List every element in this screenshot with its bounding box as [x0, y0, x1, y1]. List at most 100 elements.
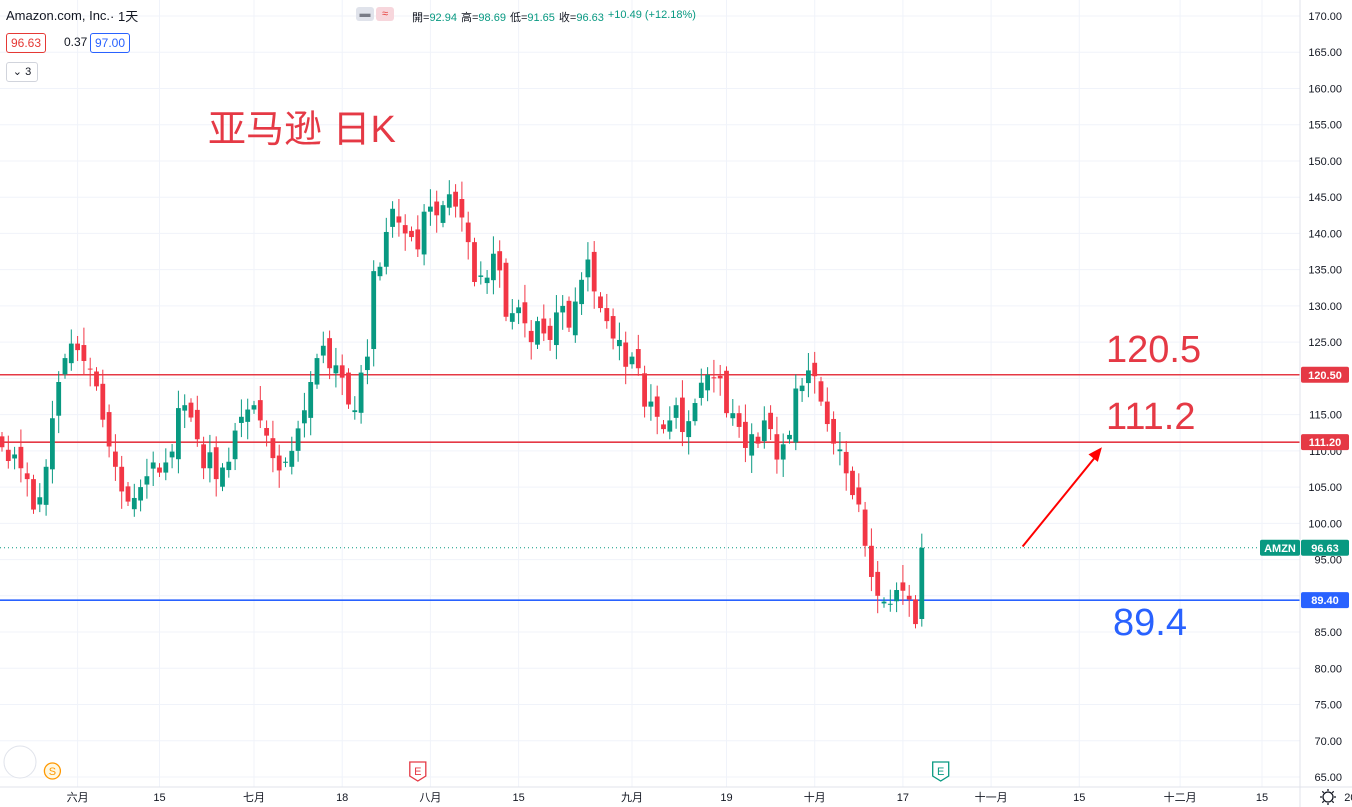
spread-value: 0.37 [64, 35, 88, 49]
candle-body [661, 424, 666, 430]
price-tick-label: 95.00 [1314, 555, 1342, 567]
candle-body [43, 466, 49, 505]
candle-body [648, 401, 654, 407]
symbol-name: Amazon.com, Inc. [6, 8, 111, 23]
time-tick-label: 18 [336, 792, 348, 804]
candle-body [182, 405, 188, 411]
candle-body [497, 251, 503, 271]
ohlc-open: 開=92.94 [412, 12, 457, 24]
earnings-event-icon [932, 761, 950, 782]
ask-price-button[interactable]: 97.00 [90, 33, 131, 53]
level-price-tag [1301, 434, 1349, 451]
level-note-label[interactable]: 111.2 [1106, 396, 1196, 439]
candle-body [232, 430, 238, 460]
candle-body [686, 421, 692, 438]
candle-body [377, 266, 383, 277]
candle-body [169, 451, 175, 458]
scroll-circle[interactable] [3, 745, 37, 779]
candle-body [428, 206, 433, 212]
candle-body [812, 362, 818, 377]
candle-body [654, 396, 660, 417]
candle-body [572, 301, 578, 336]
split-event-icon [43, 762, 62, 780]
candle-body [50, 418, 55, 470]
candle-body [106, 412, 112, 447]
candle-body [87, 368, 93, 370]
candle-body [730, 413, 736, 419]
price-tick-label: 85.00 [1314, 627, 1342, 639]
candle-body [522, 302, 528, 324]
candle-body [245, 409, 251, 422]
price-tick-label: 125.00 [1308, 337, 1342, 349]
candle-body [81, 345, 87, 361]
price-tick-label: 140.00 [1308, 228, 1342, 240]
candle-body [623, 342, 629, 367]
price-tick-label: 105.00 [1308, 482, 1342, 494]
price-axis[interactable]: 65.0070.0075.0080.0085.0090.0095.00100.0… [1299, 0, 1342, 807]
candle-body [711, 377, 717, 379]
bid-price-button[interactable]: 96.63 [6, 33, 47, 53]
level-note-label[interactable]: 120.5 [1106, 328, 1202, 371]
ohlc-legend: 開=92.94 高=98.69 低=91.65 收=96.63 +10.49 (… [412, 9, 696, 25]
arrow-head [1088, 447, 1102, 462]
candle-body [144, 476, 150, 485]
candle-body [692, 403, 698, 422]
level-price-tag [1301, 366, 1349, 383]
trend-arrow[interactable] [1021, 447, 1102, 548]
indicators-collapse-button[interactable]: ⌄ 3 [6, 62, 38, 82]
candle-body [768, 412, 773, 430]
candle-body [125, 486, 131, 502]
candle-body [440, 205, 446, 223]
candle-body [554, 312, 559, 346]
level-note-label[interactable]: 89.4 [1113, 602, 1187, 645]
time-axis[interactable]: 六月 15 七月 18 八月 15 九月 19 十月 17 十一月 15 十二月 15 2023 [0, 786, 1352, 804]
candle-body [31, 479, 36, 510]
candle-body [396, 216, 402, 223]
candle-body [188, 402, 194, 418]
candle-body [163, 462, 169, 473]
time-tick-label: 15 [1073, 792, 1085, 804]
candle-body [887, 603, 893, 605]
candle-body [409, 230, 414, 238]
candle-body [465, 222, 471, 243]
time-tick-label: 2023 [1344, 792, 1352, 804]
wave-icon[interactable]: ≈ [376, 7, 394, 21]
candle-body [831, 418, 836, 444]
candle-body [176, 408, 181, 460]
legend-toggles[interactable]: ▬ ≈ [356, 7, 394, 21]
candle-body [780, 444, 786, 460]
price-tick-label: 70.00 [1314, 736, 1342, 748]
candle-body [862, 509, 868, 546]
candle-body [472, 242, 477, 282]
candle-body [503, 262, 509, 317]
price-tick-label: 150.00 [1308, 156, 1342, 168]
candle-body [358, 372, 364, 413]
arrow-shaft [1021, 455, 1097, 548]
chart-note-title[interactable]: 亚马逊 日K [208, 109, 396, 151]
symbol-header[interactable]: Amazon.com, Inc. · 1天 [6, 6, 138, 25]
candle-body [327, 338, 332, 369]
candle-body [446, 194, 452, 208]
candle-body [566, 300, 572, 328]
candle-body [736, 413, 742, 427]
price-tick-label: 165.00 [1308, 47, 1342, 59]
candle-body [333, 365, 339, 374]
price-tick-label: 130.00 [1308, 301, 1342, 313]
candle-body [150, 462, 156, 469]
candle-body [799, 385, 805, 392]
candle-body [383, 231, 389, 267]
level-price-tag-text: 111.20 [1309, 437, 1341, 449]
candle-body [68, 343, 74, 364]
candle-body [761, 420, 767, 442]
candle-body [415, 229, 421, 250]
price-tick-label: 115.00 [1309, 410, 1342, 422]
settings-gear-icon[interactable] [1320, 789, 1336, 805]
candle-body [346, 372, 351, 405]
candle-body [837, 449, 843, 452]
time-tick-label: 15 [512, 792, 524, 804]
candle-body [484, 277, 490, 284]
symbol-tag [1260, 539, 1300, 556]
minus-icon[interactable]: ▬ [356, 7, 374, 21]
